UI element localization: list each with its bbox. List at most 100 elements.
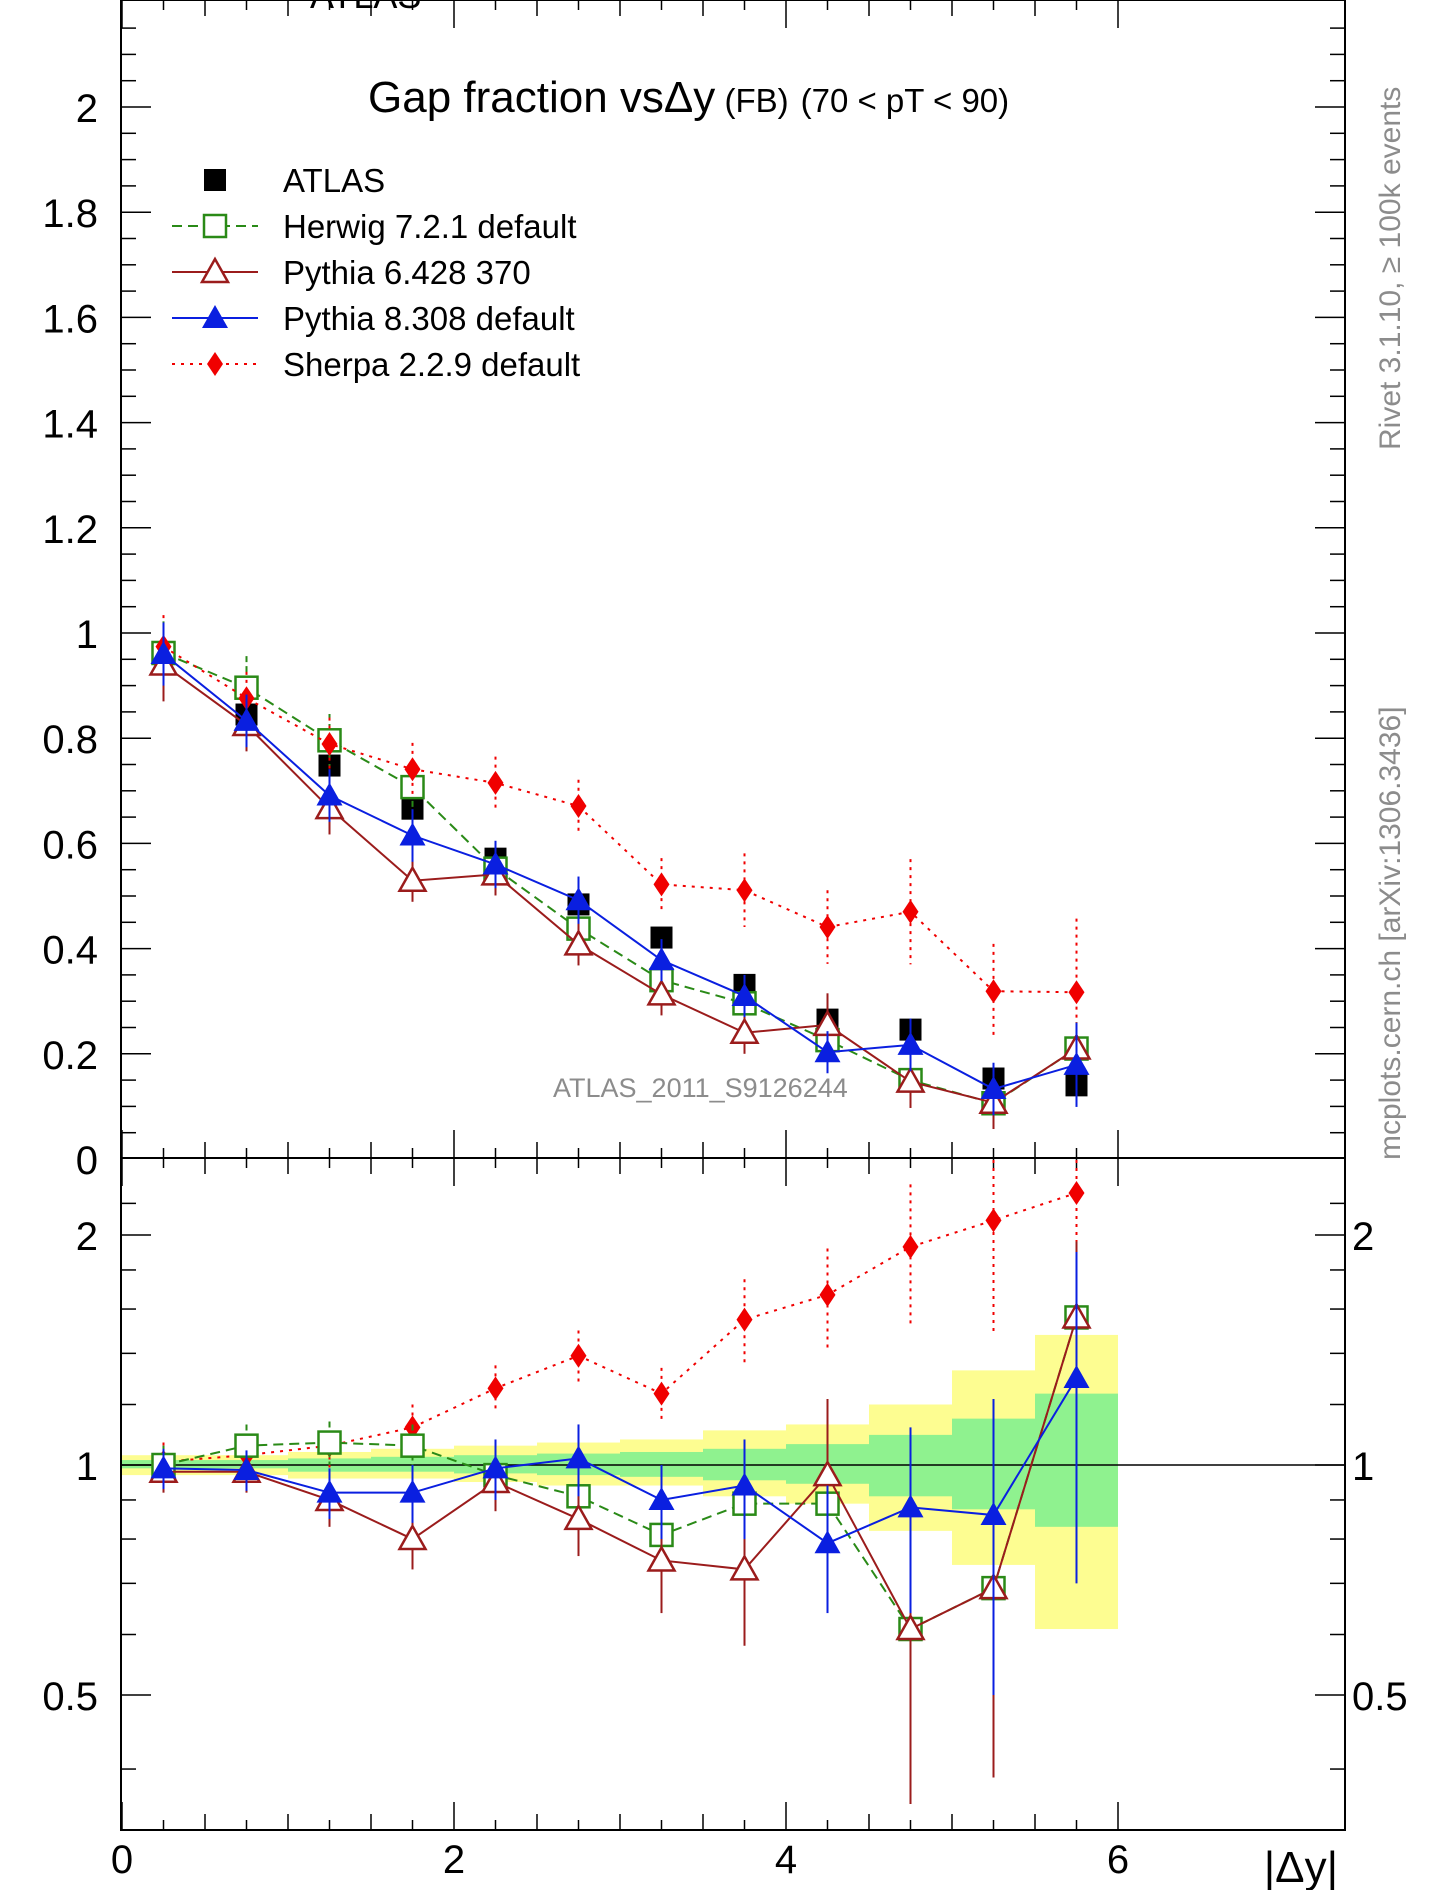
data-point bbox=[563, 1503, 594, 1531]
data-point bbox=[814, 1530, 841, 1554]
data-point bbox=[648, 1486, 675, 1510]
data-point bbox=[316, 1479, 343, 1503]
data-point bbox=[985, 1208, 1002, 1233]
top-clipped-label: ATLAS bbox=[310, 0, 421, 16]
y-tick-label-ratio-left: 0.5 bbox=[42, 1675, 98, 1719]
data-point bbox=[487, 1376, 504, 1401]
data-point bbox=[233, 1457, 260, 1481]
data-point bbox=[729, 1553, 760, 1581]
x-tick-label: 2 bbox=[443, 1838, 465, 1882]
series-pythia-8-308-default bbox=[150, 1252, 1090, 1695]
y-tick-label-main: 1.4 bbox=[42, 403, 98, 447]
data-point bbox=[985, 979, 1002, 1004]
data-point bbox=[646, 978, 677, 1006]
data-point bbox=[902, 899, 919, 924]
y-tick-label-ratio-right: 2 bbox=[1352, 1215, 1374, 1259]
data-point bbox=[1068, 980, 1085, 1005]
data-point bbox=[814, 1039, 841, 1063]
data-point bbox=[812, 1459, 843, 1487]
x-tick-label: 0 bbox=[111, 1838, 133, 1882]
data-point bbox=[400, 1433, 425, 1458]
data-point bbox=[233, 707, 260, 731]
legend-marker bbox=[202, 213, 228, 239]
ratio-axis-ticks bbox=[121, 1158, 1345, 1830]
data-point bbox=[895, 1066, 926, 1093]
legend: ATLAS Herwig 7.2.1 default Pythia 6.428 37… bbox=[172, 162, 580, 383]
rivet-version-label: Rivet 3.1.10, ≥ 100k events bbox=[1374, 87, 1407, 450]
x-tick-label: 4 bbox=[775, 1838, 797, 1882]
y-tick-label-main: 0.8 bbox=[42, 718, 98, 762]
data-point bbox=[650, 926, 673, 949]
y-tick-label-ratio-right: 0.5 bbox=[1352, 1675, 1408, 1719]
main-axis-ticks bbox=[121, 0, 1345, 1158]
legend-item: Sherpa 2.2.9 default bbox=[172, 346, 580, 383]
data-point bbox=[150, 641, 177, 665]
data-point bbox=[1063, 1051, 1090, 1075]
data-point bbox=[819, 915, 836, 940]
data-point bbox=[565, 887, 592, 911]
y-tick-label-main: 1 bbox=[76, 613, 98, 657]
y-tick-label-main: 1.2 bbox=[42, 508, 98, 552]
title-main: Gap fraction vs bbox=[368, 73, 664, 122]
main-series-layer bbox=[148, 615, 1092, 1130]
legend-item: Herwig 7.2.1 default bbox=[172, 208, 577, 245]
legend-marker bbox=[199, 256, 231, 284]
ratio-plot-panel: 0.5 0.5 1 1 2 2 0 2 4 6 |Δy| bbox=[42, 1157, 1408, 1890]
y-tick-label-ratio-left: 2 bbox=[76, 1215, 98, 1259]
legend-label: Herwig 7.2.1 default bbox=[283, 208, 577, 245]
data-point bbox=[317, 1430, 342, 1455]
data-point bbox=[316, 782, 343, 806]
title-range: (70 < pT < 90) bbox=[801, 82, 1010, 119]
data-point bbox=[482, 1455, 509, 1479]
y-tick-label-main: 2 bbox=[76, 87, 98, 131]
legend-label: Pythia 8.308 default bbox=[283, 300, 575, 337]
data-point bbox=[487, 770, 504, 795]
data-point bbox=[570, 794, 587, 819]
main-y-tick-labels: 0 0.2 0.4 0.6 0.8 1 1.2 1.4 1.6 1.8 2 bbox=[42, 87, 98, 1183]
title-fb: (FB) bbox=[715, 82, 788, 119]
y-tick-label-main: 1.6 bbox=[42, 297, 98, 341]
x-tick-label: 6 bbox=[1107, 1838, 1129, 1882]
x-tick-labels: 0 2 4 6 bbox=[111, 1838, 1129, 1882]
analysis-label: ATLAS_2011_S9126244 bbox=[553, 1073, 848, 1103]
data-point bbox=[902, 1234, 919, 1259]
ratio-plot-frame bbox=[120, 1157, 1346, 1831]
series-line bbox=[163, 1192, 1077, 1463]
data-point bbox=[648, 947, 675, 971]
title-dy: Δy bbox=[664, 73, 715, 122]
legend-label: Pythia 6.428 370 bbox=[283, 254, 531, 291]
x-axis-label: |Δy| bbox=[1264, 1843, 1338, 1890]
legend-label: ATLAS bbox=[283, 162, 385, 199]
data-point bbox=[563, 928, 594, 956]
data-point bbox=[646, 1544, 677, 1572]
data-point bbox=[736, 878, 753, 903]
data-point bbox=[401, 797, 424, 820]
data-point bbox=[1063, 1364, 1090, 1388]
data-point bbox=[404, 757, 421, 782]
mcplots-arxiv-label: mcplots.cern.ch [arXiv:1306.3436] bbox=[1374, 706, 1407, 1160]
data-point bbox=[980, 1076, 1007, 1100]
y-tick-label-ratio-left: 1 bbox=[76, 1445, 98, 1489]
data-point bbox=[736, 1307, 753, 1332]
data-point bbox=[653, 1381, 670, 1406]
legend-marker bbox=[207, 352, 223, 376]
legend-label: Sherpa 2.2.9 default bbox=[283, 346, 580, 383]
data-point bbox=[150, 1455, 177, 1479]
data-point bbox=[397, 1523, 428, 1551]
ratio-y-tick-labels: 0.5 0.5 1 1 2 2 bbox=[42, 1215, 1407, 1719]
data-point bbox=[897, 1031, 924, 1055]
data-point bbox=[397, 865, 428, 892]
y-tick-label-main: 0.6 bbox=[42, 823, 98, 867]
ratio-series-layer bbox=[148, 1160, 1092, 1805]
legend-item: ATLAS bbox=[204, 162, 385, 199]
y-tick-label-main: 0.2 bbox=[42, 1034, 98, 1078]
series-line bbox=[162, 663, 1078, 1104]
legend-item: Pythia 6.428 370 bbox=[172, 254, 531, 291]
data-point bbox=[819, 1282, 836, 1307]
data-point bbox=[565, 1445, 592, 1469]
data-point bbox=[653, 872, 670, 897]
data-point bbox=[570, 1343, 587, 1368]
data-point bbox=[980, 1502, 1007, 1526]
data-point bbox=[731, 982, 758, 1006]
